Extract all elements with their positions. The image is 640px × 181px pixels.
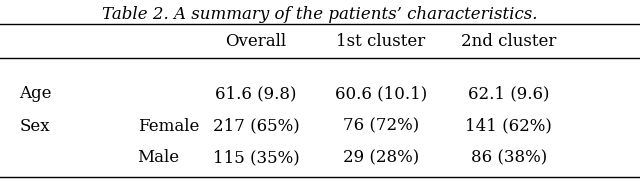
Text: 60.6 (10.1): 60.6 (10.1) [335,85,427,102]
Text: Age: Age [19,85,52,102]
Text: 141 (62%): 141 (62%) [465,118,552,135]
Text: Male: Male [138,149,180,166]
Text: 86 (38%): 86 (38%) [470,149,547,166]
Text: 76 (72%): 76 (72%) [342,118,419,135]
Text: 29 (28%): 29 (28%) [342,149,419,166]
Text: 217 (65%): 217 (65%) [212,118,300,135]
Text: Table 2. A summary of the patients’ characteristics.: Table 2. A summary of the patients’ char… [102,6,538,23]
Text: 62.1 (9.6): 62.1 (9.6) [468,85,550,102]
Text: 1st cluster: 1st cluster [336,33,426,50]
Text: 61.6 (9.8): 61.6 (9.8) [215,85,297,102]
Text: Female: Female [138,118,199,135]
Text: Overall: Overall [225,33,287,50]
Text: 2nd cluster: 2nd cluster [461,33,557,50]
Text: 115 (35%): 115 (35%) [212,149,300,166]
Text: Sex: Sex [19,118,50,135]
